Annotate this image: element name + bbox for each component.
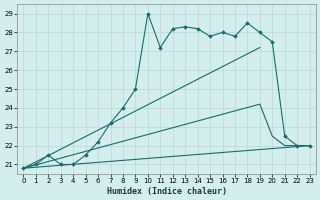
X-axis label: Humidex (Indice chaleur): Humidex (Indice chaleur) <box>107 187 227 196</box>
